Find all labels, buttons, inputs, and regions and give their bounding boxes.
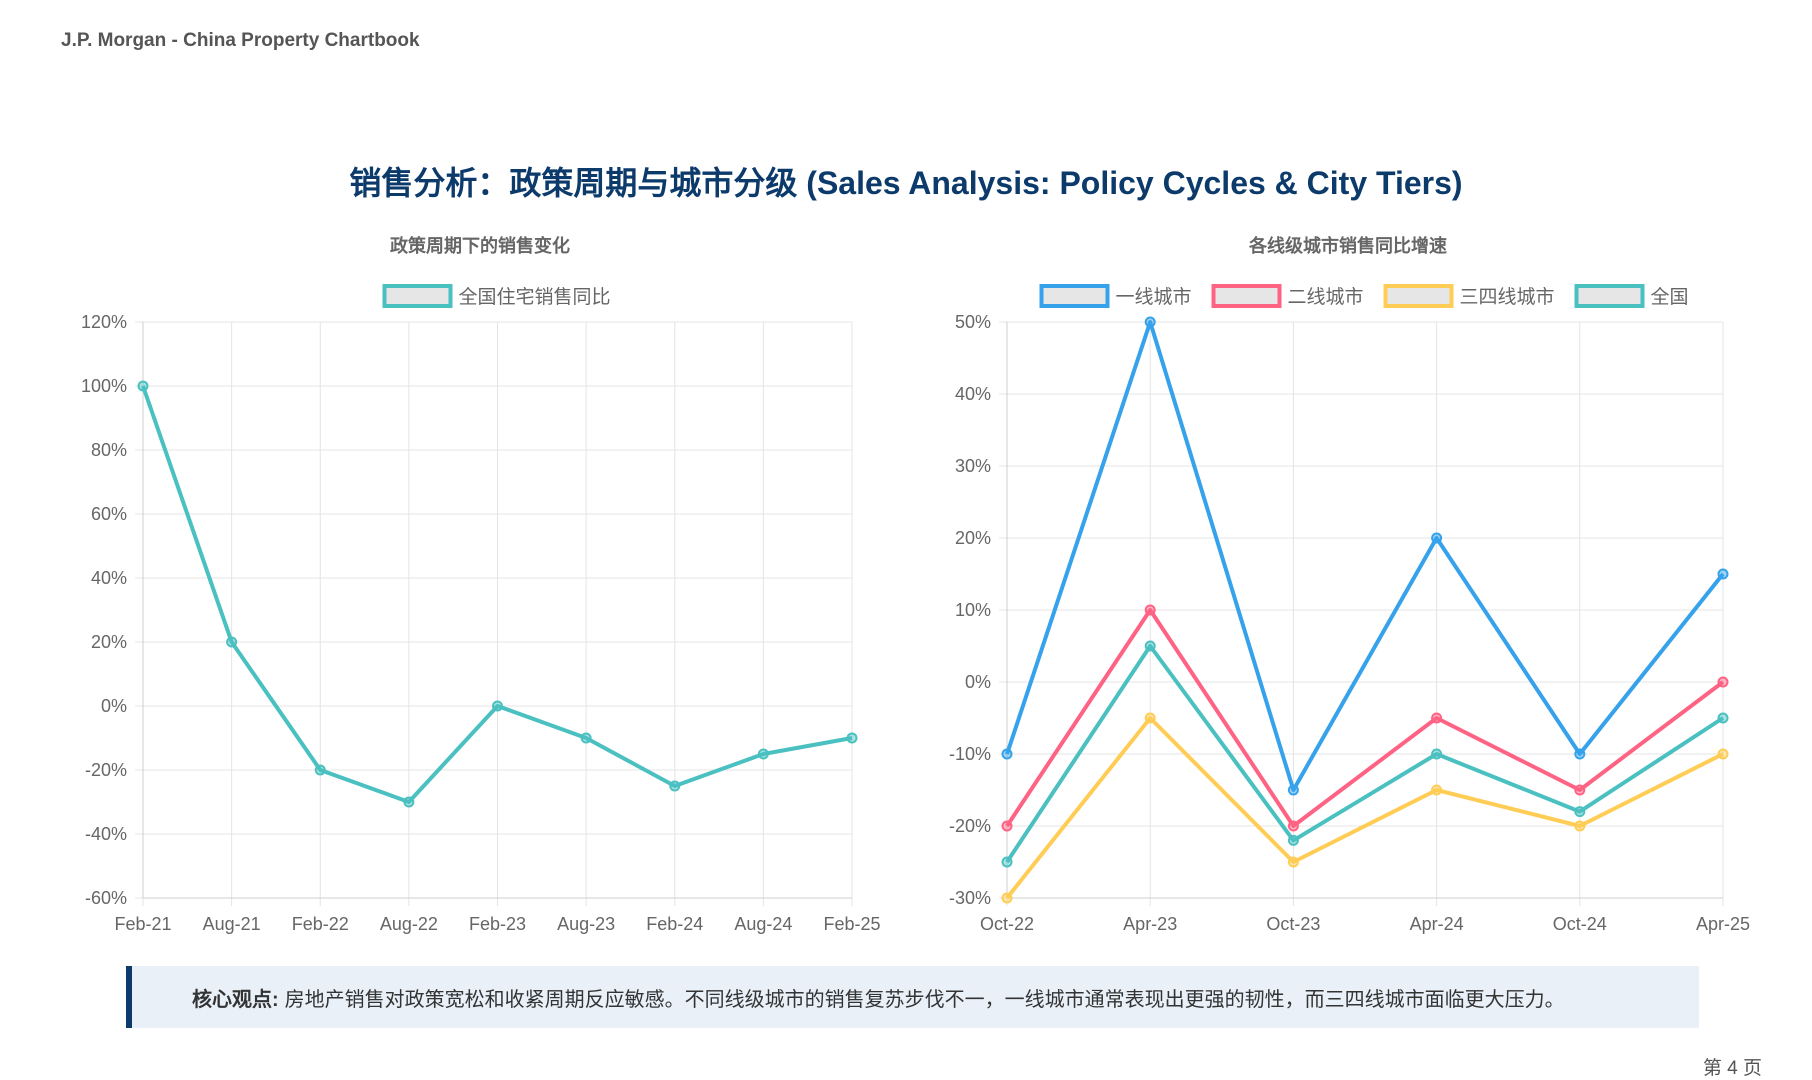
legend-item[interactable]: 一线城市 xyxy=(1039,284,1192,308)
legend-label: 三四线城市 xyxy=(1460,286,1555,308)
data-point xyxy=(669,780,681,792)
data-point xyxy=(580,732,592,744)
data-point xyxy=(1717,568,1729,580)
y-tick-label: 40% xyxy=(91,568,127,588)
data-point xyxy=(1431,784,1443,796)
data-point xyxy=(226,636,238,648)
data-point xyxy=(1144,316,1156,328)
data-point xyxy=(1431,532,1443,544)
data-point xyxy=(1431,748,1443,760)
legend-swatch xyxy=(382,284,453,308)
y-tick-label: -20% xyxy=(85,760,127,780)
x-tick-label: Feb-21 xyxy=(114,914,171,934)
x-tick-label: Oct-24 xyxy=(1553,914,1607,934)
data-point xyxy=(1574,784,1586,796)
data-point xyxy=(1574,806,1586,818)
series-line xyxy=(141,385,853,804)
legend-swatch xyxy=(1211,284,1282,308)
x-tick-label: Aug-22 xyxy=(380,914,438,934)
y-tick-label: 120% xyxy=(81,312,127,332)
key-insight-text: 房地产销售对政策宽松和收紧周期反应敏感。不同线级城市的销售复苏步伐不一，一线城市… xyxy=(284,988,1565,1011)
data-point xyxy=(1001,856,1013,868)
chart-title-policy: 政策周期下的销售变化 xyxy=(390,236,570,256)
series-line xyxy=(1005,644,1725,864)
data-point xyxy=(757,748,769,760)
y-tick-label: 50% xyxy=(955,312,991,332)
x-tick-label: Feb-24 xyxy=(646,914,703,934)
y-tick-label: -10% xyxy=(949,744,991,764)
y-tick-label: 30% xyxy=(955,456,991,476)
y-tick-label: 10% xyxy=(955,600,991,620)
y-tick-label: 0% xyxy=(965,672,991,692)
data-point xyxy=(1287,820,1299,832)
x-tick-label: Feb-23 xyxy=(469,914,526,934)
header-brand: J.P. Morgan - China Property Chartbook xyxy=(61,30,420,51)
y-tick-label: 20% xyxy=(91,632,127,652)
data-point xyxy=(1287,856,1299,868)
x-tick-label: Feb-25 xyxy=(823,914,880,934)
data-point xyxy=(1717,676,1729,688)
data-point xyxy=(1144,604,1156,616)
x-tick-label: Apr-24 xyxy=(1410,914,1464,934)
y-tick-label: -30% xyxy=(949,888,991,908)
data-point xyxy=(846,732,858,744)
data-point xyxy=(403,796,415,808)
data-point xyxy=(137,380,149,392)
data-point xyxy=(1287,834,1299,846)
y-tick-label: -60% xyxy=(85,888,127,908)
legend-item[interactable]: 全国 xyxy=(1574,284,1689,308)
page-title: 销售分析：政策周期与城市分级 (Sales Analysis: Policy C… xyxy=(349,165,1463,201)
legend-swatch xyxy=(1574,284,1645,308)
legend-item[interactable]: 二线城市 xyxy=(1211,284,1364,308)
legend-label: 二线城市 xyxy=(1288,286,1364,308)
data-point xyxy=(1431,712,1443,724)
x-tick-label: Oct-22 xyxy=(980,914,1034,934)
y-tick-label: 40% xyxy=(955,384,991,404)
x-tick-label: Aug-23 xyxy=(557,914,615,934)
data-point xyxy=(1144,712,1156,724)
y-tick-label: -40% xyxy=(85,824,127,844)
key-insight-callout: 核心观点: 房地产销售对政策宽松和收紧周期反应敏感。不同线级城市的销售复苏步伐不… xyxy=(126,966,1699,1028)
data-point xyxy=(1001,892,1013,904)
key-insight-label: 核心观点: xyxy=(192,988,279,1011)
series-line xyxy=(1005,608,1725,828)
series-line xyxy=(1005,320,1725,792)
x-tick-label: Apr-25 xyxy=(1696,914,1750,934)
data-point xyxy=(1717,748,1729,760)
legend-label: 全国 xyxy=(1651,286,1689,308)
data-point xyxy=(1144,640,1156,652)
series-line xyxy=(1005,716,1724,900)
x-tick-label: Apr-23 xyxy=(1123,914,1177,934)
data-point xyxy=(1574,820,1586,832)
data-point xyxy=(1001,748,1013,760)
chart-title-city-tiers: 各线级城市销售同比增速 xyxy=(1249,236,1447,256)
data-point xyxy=(1717,712,1729,724)
y-tick-label: -20% xyxy=(949,816,991,836)
page-number: 第 4 页 xyxy=(1702,1058,1762,1079)
x-tick-label: Feb-22 xyxy=(292,914,349,934)
x-tick-label: Oct-23 xyxy=(1266,914,1320,934)
y-tick-label: 80% xyxy=(91,440,127,460)
data-point xyxy=(314,764,326,776)
legend-label: 一线城市 xyxy=(1116,286,1192,308)
legend-swatch xyxy=(1039,284,1110,308)
y-tick-label: 100% xyxy=(81,376,127,396)
data-point xyxy=(492,700,503,712)
x-tick-label: Aug-21 xyxy=(203,914,261,934)
y-tick-label: 0% xyxy=(101,696,127,716)
legend-label: 全国住宅销售同比 xyxy=(459,286,611,308)
data-point xyxy=(1001,820,1013,832)
legend-item[interactable]: 三四线城市 xyxy=(1383,284,1555,308)
y-tick-label: 60% xyxy=(91,504,127,524)
y-tick-label: 20% xyxy=(955,528,991,548)
legend-item[interactable]: 全国住宅销售同比 xyxy=(382,284,611,308)
data-point xyxy=(1574,748,1586,760)
x-tick-label: Aug-24 xyxy=(734,914,792,934)
data-point xyxy=(1287,784,1299,796)
legend-swatch xyxy=(1383,284,1454,308)
city-tier-sales-chart: 50% 40% 30% 20% 10% 0% -10% -20% -30% Oct-22 Apr-2… xyxy=(949,284,1750,934)
policy-sales-chart: 120% 100% 80% 60% 40% 20% 0% -20% -40% -60% Feb-21… xyxy=(81,284,881,934)
